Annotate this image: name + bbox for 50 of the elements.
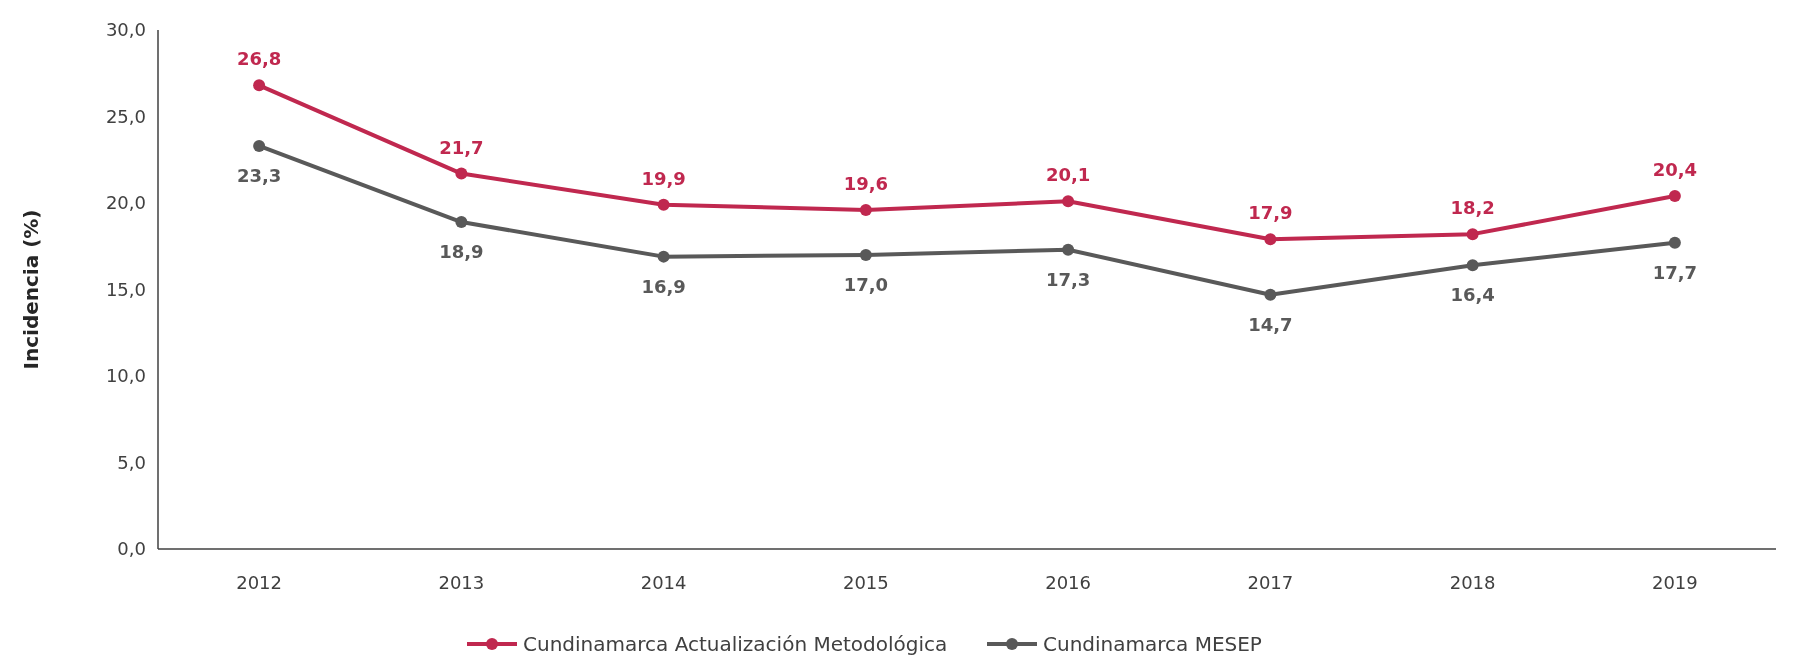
point [1668,236,1681,249]
data-label: 20,4 [1652,159,1698,181]
x-tick-label: 2015 [842,572,889,593]
point [657,198,670,211]
data-label: 16,9 [641,275,686,297]
point [253,139,266,152]
data-label: 26,8 [236,48,282,70]
y-tick-label: 25,0 [105,105,146,127]
point [1264,288,1277,301]
y-tick-label: 20,0 [105,192,146,214]
x-tick-label: 2018 [1449,572,1496,593]
point [1466,259,1479,272]
point [1264,233,1277,246]
data-label: 19,6 [843,172,889,194]
data-label: 17,9 [1248,202,1293,224]
data-label: 17,0 [843,273,889,295]
y-axis-title: Incidencia (%) [19,209,43,370]
data-label: 19,9 [641,167,686,189]
x-tick-label: 2014 [640,572,687,593]
data-label: 17,3 [1045,268,1091,290]
data-label: 14,7 [1248,313,1293,335]
data-label: 23,3 [236,164,282,186]
data-label: 21,7 [439,136,484,158]
y-tick-label: 0,0 [117,538,146,560]
data-label: 18,2 [1450,197,1495,219]
data-label: 16,4 [1450,284,1495,306]
y-tick-label: 5,0 [117,451,146,473]
legend-label: Cundinamarca Actualización Metodológica [523,632,948,655]
legend-label: Cundinamarca MESEP [1043,632,1262,655]
x-tick-label: 2012 [236,572,283,593]
point [657,250,670,263]
point [455,167,468,180]
point [455,216,468,229]
y-tick-label: 30,0 [105,19,146,41]
point [859,248,872,261]
x-tick-label: 2016 [1045,572,1092,593]
point [1668,190,1681,203]
point [253,79,266,92]
data-label: 17,7 [1652,261,1698,283]
point [1466,228,1479,241]
point [859,203,872,216]
data-label: 18,9 [439,241,484,263]
point [1062,195,1075,208]
y-tick-label: 15,0 [105,278,146,300]
x-tick-label: 2019 [1651,572,1698,593]
data-label: 20,1 [1045,164,1091,186]
point [1062,243,1075,256]
x-tick-label: 2013 [438,572,485,593]
x-tick-label: 2017 [1247,572,1294,593]
y-tick-label: 10,0 [105,365,146,387]
